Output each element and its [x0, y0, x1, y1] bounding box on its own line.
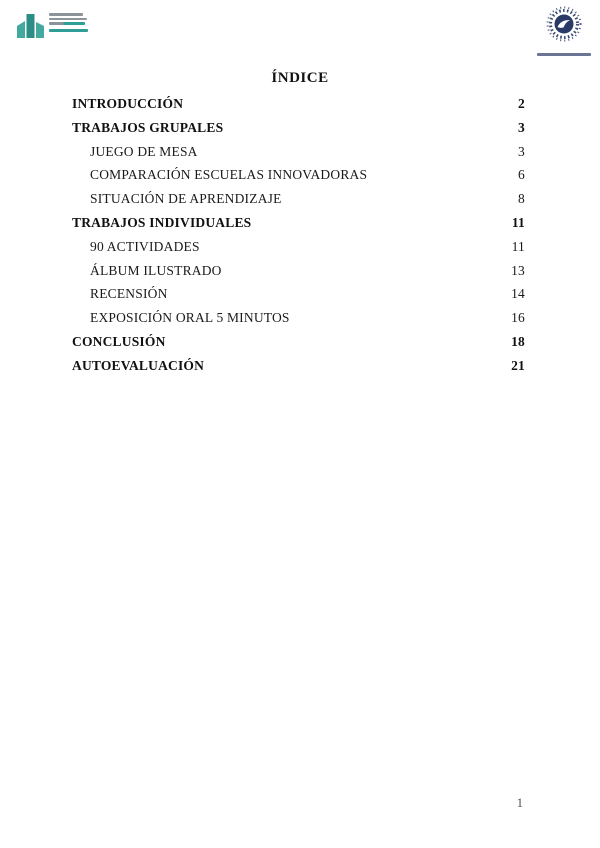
toc-entry-page: 3 — [518, 119, 525, 135]
toc-entry-label: TRABAJOS GRUPALES — [72, 119, 224, 135]
toc-entry-page: 21 — [511, 357, 525, 373]
toc-entry-label: TRABAJOS INDIVIDUALES — [72, 214, 252, 230]
toc-entry[interactable]: ÁLBUM ILUSTRADO 13 — [72, 263, 525, 287]
toc-entry-page: 13 — [511, 262, 525, 278]
toc-entry[interactable]: INTRODUCCIÓN 2 — [72, 96, 525, 120]
toc-entry[interactable]: TRABAJOS INDIVIDUALES 11 — [72, 215, 525, 239]
toc-entry-label: ÁLBUM ILUSTRADO — [90, 262, 222, 278]
toc-entry-page: 14 — [511, 286, 525, 302]
toc-entry-label: SITUACIÓN DE APRENDIZAJE — [90, 191, 282, 207]
toc-entry-label: EXPOSICIÓN ORAL 5 MINUTOS — [90, 310, 290, 326]
toc-entry-page: 6 — [518, 167, 525, 183]
toc-entry[interactable]: SITUACIÓN DE APRENDIZAJE 8 — [72, 191, 525, 215]
toc-entry[interactable]: RECENSIÓN 14 — [72, 286, 525, 310]
bar-chart-logo-icon — [17, 14, 44, 38]
toc-entry-page: 8 — [518, 191, 525, 207]
logo-text-line — [49, 22, 85, 25]
logo-text-line — [49, 28, 88, 32]
toc-entry-label: 90 ACTIVIDADES — [90, 238, 200, 254]
toc-entry-page: 18 — [511, 333, 525, 349]
faculty-logo-text-lines — [49, 11, 89, 34]
footer-page-number: 1 — [516, 796, 523, 810]
university-seal-caption — [537, 53, 591, 56]
toc-entry-page: 11 — [511, 214, 525, 230]
toc-entry-page: 2 — [518, 96, 525, 111]
toc-entry-label: JUEGO DE MESA — [90, 143, 198, 159]
toc-entry[interactable]: EXPOSICIÓN ORAL 5 MINUTOS 16 — [72, 310, 525, 334]
toc-entry-label: AUTOEVALUACIÓN — [72, 357, 205, 373]
toc-entry[interactable]: AUTOEVALUACIÓN 21 — [72, 358, 525, 382]
faculty-logo — [16, 11, 89, 38]
toc-entry-page: 16 — [511, 310, 525, 326]
toc: INTRODUCCIÓN 2 TRABAJOS GRUPALES 3 JUEGO… — [72, 96, 525, 382]
toc-entry[interactable]: TRABAJOS GRUPALES 3 — [72, 120, 525, 144]
toc-entry[interactable]: JUEGO DE MESA 3 — [72, 144, 525, 168]
logo-text-line — [49, 13, 83, 16]
toc-entry[interactable]: 90 ACTIVIDADES 11 — [72, 239, 525, 263]
toc-entry-label: COMPARACIÓN ESCUELAS INNOVADORAS — [90, 167, 368, 183]
toc-entry-label: CONCLUSIÓN — [72, 333, 166, 349]
toc-entry-label: RECENSIÓN — [90, 286, 168, 302]
toc-entry-page: 3 — [518, 143, 525, 159]
university-seal — [535, 5, 593, 56]
logo-text-line — [49, 17, 87, 20]
toc-entry-page: 11 — [511, 238, 525, 254]
toc-entry[interactable]: COMPARACIÓN ESCUELAS INNOVADORAS 6 — [72, 167, 525, 191]
page-title: ÍNDICE — [271, 70, 329, 86]
university-seal-icon — [546, 6, 582, 42]
toc-entry-label: INTRODUCCIÓN — [72, 96, 184, 111]
toc-entry[interactable]: CONCLUSIÓN 18 — [72, 334, 525, 358]
